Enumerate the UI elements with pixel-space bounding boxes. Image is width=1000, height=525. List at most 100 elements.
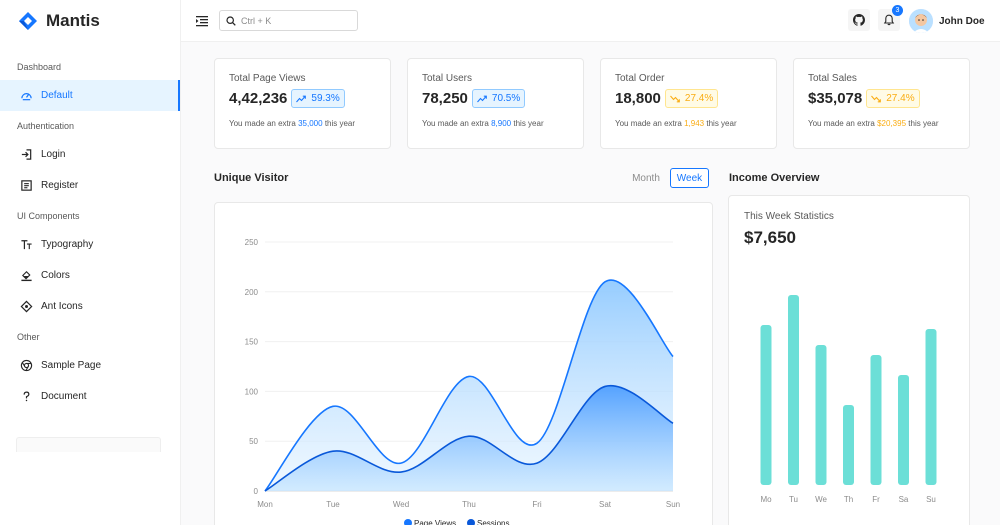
income-bar-chart: Mo Tu We Th Fr Sa Su (760, 295, 937, 504)
search-box[interactable] (219, 10, 358, 31)
bar-x-label: Mo (760, 495, 772, 504)
income-bar[interactable] (870, 355, 882, 485)
bar-x-label: Sa (899, 495, 909, 504)
x-tick-label: Thu (462, 500, 476, 509)
sidebar-item-typography[interactable]: Typography (0, 229, 180, 260)
income-subtitle: This Week Statistics (744, 211, 834, 222)
stat-value: 78,250 (422, 90, 468, 107)
x-tick-label: Mon (257, 500, 273, 509)
sidebar-item-label: Ant Icons (41, 301, 83, 312)
income-bar[interactable] (815, 345, 827, 485)
brand[interactable]: Mantis (0, 0, 180, 42)
stat-title: Total Page Views (229, 73, 306, 84)
dashboard-icon (19, 89, 33, 103)
sidebar-promo-card (16, 437, 161, 452)
rise-icon (476, 95, 489, 103)
y-tick-label: 100 (245, 387, 259, 396)
legend-label[interactable]: Sessions (477, 519, 509, 525)
sidebar-item-default[interactable]: Default (0, 80, 180, 111)
legend-label[interactable]: Page Views (414, 519, 456, 525)
menu-fold-icon[interactable] (195, 14, 209, 28)
sidebar-item-colors[interactable]: Colors (0, 260, 180, 291)
sidebar-item-label: Colors (41, 270, 70, 281)
x-tick-label: Sat (599, 500, 612, 509)
stat-percent: 59.3% (311, 93, 340, 104)
search-icon (226, 15, 236, 26)
x-tick-label: Sun (666, 500, 680, 509)
series-line-0 (264, 279, 674, 492)
stat-percent: 27.4% (684, 93, 714, 104)
income-value: $7,650 (744, 228, 796, 247)
sidebar-item-sample-page[interactable]: Sample Page (0, 350, 180, 381)
income-bar[interactable] (788, 295, 799, 485)
income-bar[interactable] (843, 405, 854, 485)
y-tick-label: 200 (245, 288, 259, 297)
legend-marker[interactable] (467, 519, 475, 525)
series-line-1 (264, 384, 674, 492)
stat-card: Total Users 78,250 70.5% You made an extra … (407, 58, 584, 149)
stat-value: $35,078 (808, 90, 863, 107)
avatar (909, 9, 933, 33)
stat-note: You made an extra 1,943 this year (615, 119, 762, 128)
income-bar[interactable] (898, 375, 909, 485)
stat-note-value: 1,943 (684, 119, 705, 128)
stat-change-badge: 27.4% (866, 89, 920, 108)
notification-button[interactable]: 3 (878, 5, 903, 31)
stat-note: You made an extra $20,395 this year (808, 119, 955, 128)
unique-visitor-chart: 0 50 100 150 200 250 Mon Tue Wed Thu Fri Sat Sun Page… (245, 238, 680, 525)
sidebar-nav: Dashboard Default Authentication Login Regis… (0, 58, 180, 412)
header: 3 John Doe (181, 0, 1000, 42)
bar-x-label: We (815, 495, 827, 504)
sidebar-item-login[interactable]: Login (0, 139, 180, 170)
stat-note-value: $20,395 (877, 119, 907, 128)
legend-marker[interactable] (404, 519, 412, 525)
y-tick-label: 50 (249, 437, 258, 446)
fall-icon (669, 95, 682, 103)
sidebar-item-register[interactable]: Register (0, 170, 180, 201)
stat-percent: 27.4% (886, 93, 915, 104)
bar-x-label: Tu (789, 495, 798, 504)
stat-note-suffix: this year (324, 119, 356, 128)
sidebar-item-label: Login (41, 149, 66, 160)
stat-title: Total Users (422, 73, 473, 84)
sidebar-item-label: Document (41, 391, 87, 402)
stat-percent: 70.5% (491, 93, 521, 104)
sidebar-item-label: Sample Page (41, 360, 102, 371)
stat-change-badge: 59.3% (291, 89, 345, 108)
stat-title: Total Sales (808, 73, 857, 84)
income-bar[interactable] (760, 325, 772, 485)
search-input[interactable] (241, 15, 351, 26)
register-icon (19, 179, 33, 193)
week-toggle-button[interactable]: Week (670, 168, 709, 188)
user-profile[interactable]: John Doe (909, 8, 985, 34)
stat-change-badge: 27.4% (664, 89, 719, 108)
stat-note-suffix: this year (513, 119, 544, 128)
github-button[interactable] (848, 9, 870, 31)
stat-card: Total Order 18,800 27.4% You made an extra … (600, 58, 777, 149)
brand-name: Mantis (46, 11, 100, 30)
typography-icon (19, 238, 33, 252)
mantis-logo-icon (19, 12, 37, 30)
stat-note: You made an extra 8,900 this year (422, 119, 569, 128)
month-toggle-button[interactable]: Month (632, 172, 660, 184)
series-area-1 (265, 385, 673, 491)
sidebar-item-label: Typography (41, 239, 94, 250)
stat-title: Total Order (615, 73, 665, 84)
login-icon (19, 148, 33, 162)
stat-note-suffix: this year (908, 119, 939, 128)
notification-badge: 3 (892, 5, 903, 16)
x-tick-label: Wed (393, 500, 409, 509)
sidebar-item-label: Register (41, 180, 79, 191)
nav-section-title: Authentication (17, 121, 75, 131)
unique-visitor-title: Unique Visitor (214, 172, 289, 184)
github-icon (853, 14, 865, 26)
sidebar-item-ant-icons[interactable]: Ant Icons (0, 291, 180, 322)
bar-x-label: Su (926, 495, 936, 504)
rise-icon (296, 95, 308, 103)
unique-visitor-chart-card: 0 50 100 150 200 250 Mon Tue Wed Thu Fri Sat Sun Page… (214, 202, 713, 525)
income-bar[interactable] (925, 329, 937, 485)
nav-section-title: Other (17, 332, 40, 342)
stat-note-suffix: this year (706, 119, 737, 128)
sidebar-item-document[interactable]: Document (0, 381, 180, 412)
stat-note: You made an extra 35,000 this year (229, 119, 376, 128)
